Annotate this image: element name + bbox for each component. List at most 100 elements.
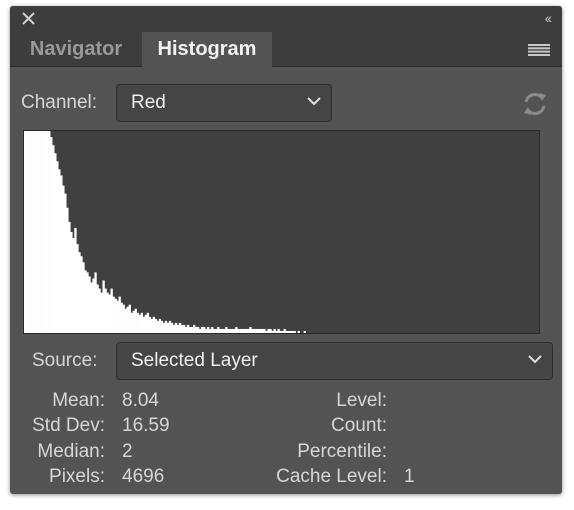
histogram-bar	[241, 328, 244, 333]
histogram-bar	[52, 145, 55, 333]
histogram-bar	[94, 272, 97, 333]
panel-menu-icon[interactable]	[528, 44, 550, 56]
histogram-bar	[32, 131, 35, 333]
histogram-bar	[146, 312, 150, 333]
histogram-bar	[120, 302, 123, 333]
histogram-bar	[184, 326, 188, 333]
histogram-bar	[287, 330, 290, 333]
histogram-bar	[76, 244, 79, 333]
histogram-bar	[201, 326, 204, 333]
stddev-label: Std Dev:	[32, 415, 105, 436]
histogram-bar	[281, 330, 284, 333]
histogram-bar	[190, 326, 194, 333]
histogram-bar	[215, 328, 218, 333]
histogram-bar	[178, 322, 182, 333]
median-value: 2	[122, 441, 133, 462]
histogram-bar	[42, 131, 45, 333]
histogram-bar	[188, 326, 192, 333]
histogram-bar	[285, 330, 288, 333]
histogram-bar	[154, 318, 158, 333]
collapse-icon[interactable]: ‹‹	[544, 10, 552, 26]
histogram-bar	[275, 330, 278, 333]
histogram-bar	[219, 328, 222, 333]
histogram-bar	[116, 300, 119, 333]
histogram-bar	[249, 326, 252, 333]
histogram-plot	[24, 131, 306, 333]
histogram-bar	[217, 326, 220, 333]
histogram-bar	[30, 131, 33, 333]
histogram-bar	[203, 326, 206, 333]
histogram-bar	[283, 328, 286, 333]
histogram-bar	[158, 318, 162, 333]
tab-histogram[interactable]: Histogram	[142, 32, 272, 67]
histogram-bar	[263, 328, 266, 333]
histogram-bar	[100, 292, 103, 333]
histogram-bar	[182, 324, 186, 333]
histogram-bar	[273, 328, 276, 333]
histogram-bar	[136, 312, 139, 333]
histogram-bar	[195, 326, 198, 333]
histogram-bar	[144, 314, 148, 333]
histogram-bar	[142, 316, 145, 333]
histogram-bar	[269, 328, 272, 333]
histogram-bar	[130, 312, 133, 333]
count-label: Count:	[331, 415, 387, 436]
histogram-bar	[197, 326, 200, 333]
chevron-down-icon	[307, 97, 321, 106]
histogram-bar	[247, 328, 250, 333]
channel-label: Channel:	[21, 92, 98, 113]
histogram-bar	[24, 131, 27, 333]
histogram-bar	[86, 272, 89, 333]
histogram-bar	[174, 322, 178, 333]
histogram-bar	[126, 306, 129, 333]
histogram-bar	[28, 131, 31, 333]
histogram-bar	[231, 328, 234, 333]
mean-label: Mean:	[52, 390, 105, 411]
histogram-bar	[180, 324, 184, 333]
histogram-bar	[96, 284, 99, 333]
histogram-bar	[279, 330, 282, 333]
histogram-bar	[98, 288, 101, 333]
histogram-bar	[227, 328, 230, 333]
histogram-bar	[176, 324, 180, 333]
source-select[interactable]: Selected Layer	[116, 342, 553, 380]
tab-navigator[interactable]: Navigator	[29, 38, 123, 60]
histogram-bar	[225, 326, 228, 333]
channel-select[interactable]: Red	[116, 84, 332, 122]
histogram-bar	[90, 282, 93, 333]
histogram-bar	[102, 280, 105, 333]
histogram-bar	[78, 252, 81, 333]
histogram-bar	[92, 278, 95, 333]
tab-bar: Navigator Histogram	[10, 32, 562, 67]
histogram-bar	[148, 316, 152, 333]
histogram-bar	[104, 288, 107, 333]
refresh-icon[interactable]	[521, 90, 549, 118]
level-label: Level:	[336, 390, 387, 411]
histogram-bar	[112, 296, 115, 333]
histogram-bar	[122, 304, 125, 333]
histogram-bar	[162, 322, 166, 333]
histogram-bar	[186, 324, 190, 333]
histogram-bar	[223, 328, 226, 333]
histogram-bar	[233, 328, 236, 333]
histogram-bar	[88, 276, 91, 333]
histogram-bar	[82, 262, 85, 333]
histogram-bar	[170, 322, 174, 333]
histogram-bar	[207, 326, 210, 333]
histogram-bar	[293, 330, 296, 333]
stddev-value: 16.59	[122, 415, 170, 436]
cache-level-value: 1	[404, 466, 415, 487]
histogram-bar	[84, 270, 87, 333]
histogram-bar	[46, 131, 49, 333]
histogram-bar	[134, 308, 137, 333]
histogram-bar	[172, 324, 176, 333]
histogram-bar	[303, 330, 306, 333]
histogram-bar	[199, 328, 202, 333]
histogram-bar	[239, 328, 242, 333]
close-icon[interactable]	[20, 9, 38, 27]
histogram-bar	[251, 328, 254, 333]
histogram-bar	[289, 330, 292, 333]
histogram-bar	[36, 131, 39, 333]
histogram-bar	[140, 312, 143, 333]
histogram-bar	[229, 328, 232, 333]
